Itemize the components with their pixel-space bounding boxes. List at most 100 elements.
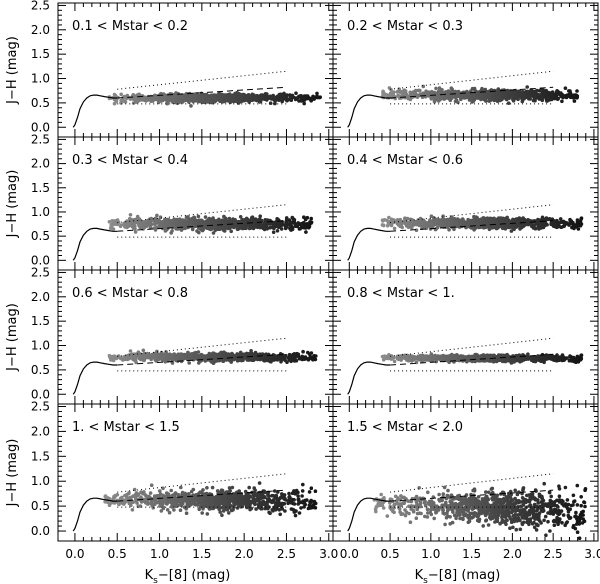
panel-label: 0.2 < Mstar < 0.3	[347, 19, 463, 34]
y-tick-label: 1.0	[31, 72, 50, 86]
data-point	[187, 100, 191, 104]
y-tick-label: 0.5	[31, 363, 50, 377]
data-point	[430, 89, 434, 94]
data-point	[571, 93, 576, 97]
data-point	[247, 226, 252, 231]
data-point	[258, 96, 262, 100]
data-point	[162, 226, 166, 230]
data-point	[555, 92, 559, 97]
data-point	[416, 88, 421, 93]
data-point	[298, 95, 303, 99]
data-point	[398, 224, 402, 228]
data-point	[268, 225, 273, 230]
data-point	[178, 96, 183, 101]
data-point	[569, 221, 573, 225]
data-point	[441, 214, 445, 218]
data-point	[153, 228, 158, 232]
data-point	[309, 216, 314, 221]
data-point	[502, 225, 507, 229]
data-point	[156, 100, 161, 105]
y-axis-title: J−H (mag)	[5, 170, 20, 239]
data-point	[200, 100, 205, 105]
data-point	[128, 213, 133, 217]
data-point	[271, 230, 276, 234]
data-point	[174, 97, 179, 102]
data-point	[141, 348, 146, 353]
scatter-points	[107, 348, 318, 366]
data-point	[143, 98, 147, 102]
data-point	[158, 223, 162, 228]
data-point	[288, 220, 293, 225]
data-point	[279, 92, 283, 97]
data-point	[537, 97, 542, 101]
data-point	[250, 215, 254, 220]
data-point	[206, 224, 211, 228]
data-point	[284, 218, 289, 222]
data-point	[190, 227, 195, 232]
data-point	[139, 357, 143, 362]
data-point	[536, 93, 540, 97]
data-point	[468, 94, 472, 99]
data-point	[456, 100, 460, 105]
data-point	[203, 215, 208, 219]
panel-1: 0.0 0.5 1.0 1.5 2.0 2.5 0.1 < Mstar < 0.2 J−H (…	[5, 0, 334, 138]
data-point	[199, 94, 204, 99]
data-point	[472, 228, 476, 232]
data-point	[421, 225, 425, 229]
y-tick-label: 0.5	[31, 229, 50, 243]
data-point	[181, 98, 186, 103]
data-point	[309, 351, 314, 355]
data-point	[259, 224, 264, 228]
data-point	[206, 95, 210, 100]
data-point	[298, 226, 303, 231]
data-point	[545, 94, 549, 99]
data-point	[279, 227, 284, 231]
data-point	[155, 218, 159, 223]
data-point	[543, 217, 548, 222]
data-point	[151, 218, 155, 222]
data-point	[403, 92, 408, 97]
data-point	[508, 94, 512, 99]
data-point	[268, 357, 272, 362]
data-point	[186, 96, 191, 101]
data-point	[122, 94, 127, 99]
data-point	[487, 227, 492, 232]
panel-label: 0.1 < Mstar < 0.2	[72, 19, 188, 34]
data-point	[107, 353, 112, 358]
data-point	[244, 94, 248, 98]
data-point	[408, 90, 413, 95]
data-point	[293, 222, 298, 227]
data-point	[479, 218, 483, 222]
data-point	[488, 92, 493, 97]
data-point	[258, 99, 263, 104]
y-tick-label: 2.0	[31, 23, 50, 37]
data-point	[480, 86, 484, 91]
data-point	[315, 91, 319, 96]
data-point	[503, 91, 507, 96]
data-point	[564, 93, 569, 98]
data-point	[218, 99, 222, 103]
data-point	[414, 228, 419, 232]
data-point	[395, 90, 400, 94]
data-point	[533, 98, 537, 103]
y-tick-label: 2.0	[31, 157, 50, 171]
data-point	[184, 215, 189, 220]
data-point	[521, 217, 526, 221]
data-point	[487, 220, 492, 225]
data-point	[419, 219, 423, 224]
data-point	[560, 99, 564, 104]
model-curve	[347, 94, 391, 128]
data-point	[196, 350, 201, 354]
data-point	[307, 224, 312, 229]
data-point	[303, 226, 308, 230]
data-point	[172, 95, 176, 100]
data-point	[159, 91, 163, 96]
data-point	[119, 92, 123, 97]
data-point	[568, 217, 572, 222]
data-point	[140, 219, 144, 224]
data-point	[579, 217, 583, 221]
data-point	[441, 96, 445, 101]
data-point	[421, 91, 425, 95]
data-point	[253, 98, 258, 102]
data-point	[236, 95, 240, 99]
